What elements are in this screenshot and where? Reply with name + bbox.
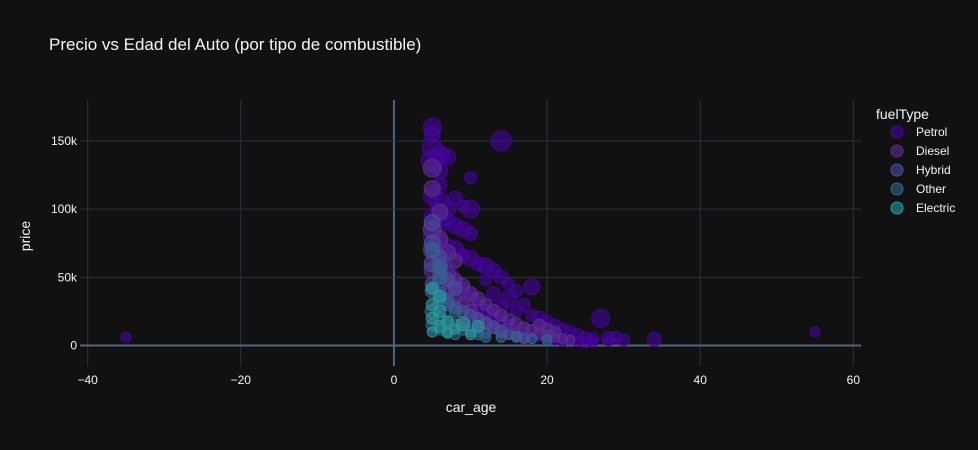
legend-label: Electric [916, 201, 955, 215]
x-tick-label: 20 [540, 373, 554, 387]
legend-label: Other [916, 182, 946, 196]
legend-item-hybrid[interactable]: Hybrid [890, 163, 951, 177]
x-axis-label: car_age [446, 399, 497, 415]
legend-label: Hybrid [916, 163, 951, 177]
point-petrol [479, 273, 493, 287]
point-other [526, 333, 538, 345]
point-petrol [523, 278, 541, 296]
legend-marker [890, 144, 904, 158]
point-other [495, 331, 507, 343]
point-electric [433, 289, 447, 303]
point-petrol [809, 326, 821, 338]
point-other [480, 331, 492, 343]
legend-marker [890, 125, 904, 139]
data-points [120, 117, 821, 349]
legend-marker [890, 201, 904, 215]
point-electric [471, 319, 485, 333]
point-diesel [447, 253, 463, 269]
point-petrol [602, 335, 614, 347]
y-axis-label: price [17, 221, 33, 252]
point-diesel [548, 325, 562, 339]
y-tick-label: 150k [51, 134, 78, 148]
point-petrol [461, 199, 480, 219]
point-petrol [485, 286, 501, 302]
point-diesel [423, 180, 441, 198]
point-other [541, 334, 553, 346]
axis-ticks: −40 −20 0 20 40 60 0 50k 100k 150k [51, 134, 860, 387]
legend-item-petrol[interactable]: Petrol [890, 125, 947, 139]
chart-title: Precio vs Edad del Auto (por tipo de com… [49, 35, 421, 54]
x-tick-label: −20 [231, 373, 252, 387]
point-other [510, 330, 522, 342]
point-electric [425, 281, 439, 295]
point-hybrid [423, 214, 441, 232]
point-other [424, 242, 440, 258]
point-other [432, 269, 448, 285]
point-electric [426, 326, 438, 338]
y-tick-label: 0 [70, 339, 77, 353]
x-tick-label: 0 [391, 373, 398, 387]
legend-label: Petrol [916, 125, 947, 139]
legend-marker [890, 182, 904, 196]
y-tick-label: 50k [58, 270, 78, 284]
point-other [448, 304, 462, 318]
legend-label: Diesel [916, 144, 949, 158]
x-tick-label: 40 [694, 373, 708, 387]
point-electric [465, 329, 476, 341]
x-tick-label: −40 [77, 373, 98, 387]
legend-item-other[interactable]: Other [890, 182, 946, 196]
point-petrol [120, 331, 132, 343]
point-petrol [464, 171, 477, 185]
legend[interactable]: fuelType Petrol Diesel Hybrid Other Electric [876, 106, 955, 215]
point-petrol [591, 308, 611, 328]
point-petrol [617, 333, 631, 347]
x-tick-label: 60 [847, 373, 861, 387]
legend-item-diesel[interactable]: Diesel [890, 144, 949, 158]
point-petrol [646, 331, 662, 347]
legend-marker [890, 163, 904, 177]
point-petrol [439, 148, 457, 166]
y-tick-label: 100k [51, 202, 78, 216]
point-petrol [579, 337, 591, 349]
point-petrol [463, 226, 478, 242]
point-petrol [490, 130, 512, 152]
legend-item-electric[interactable]: Electric [890, 201, 955, 215]
point-electric [442, 327, 454, 339]
point-diesel [422, 158, 442, 178]
legend-title: fuelType [876, 106, 929, 122]
point-diesel [564, 334, 576, 346]
point-electric [425, 311, 439, 325]
point-hybrid [447, 280, 463, 296]
